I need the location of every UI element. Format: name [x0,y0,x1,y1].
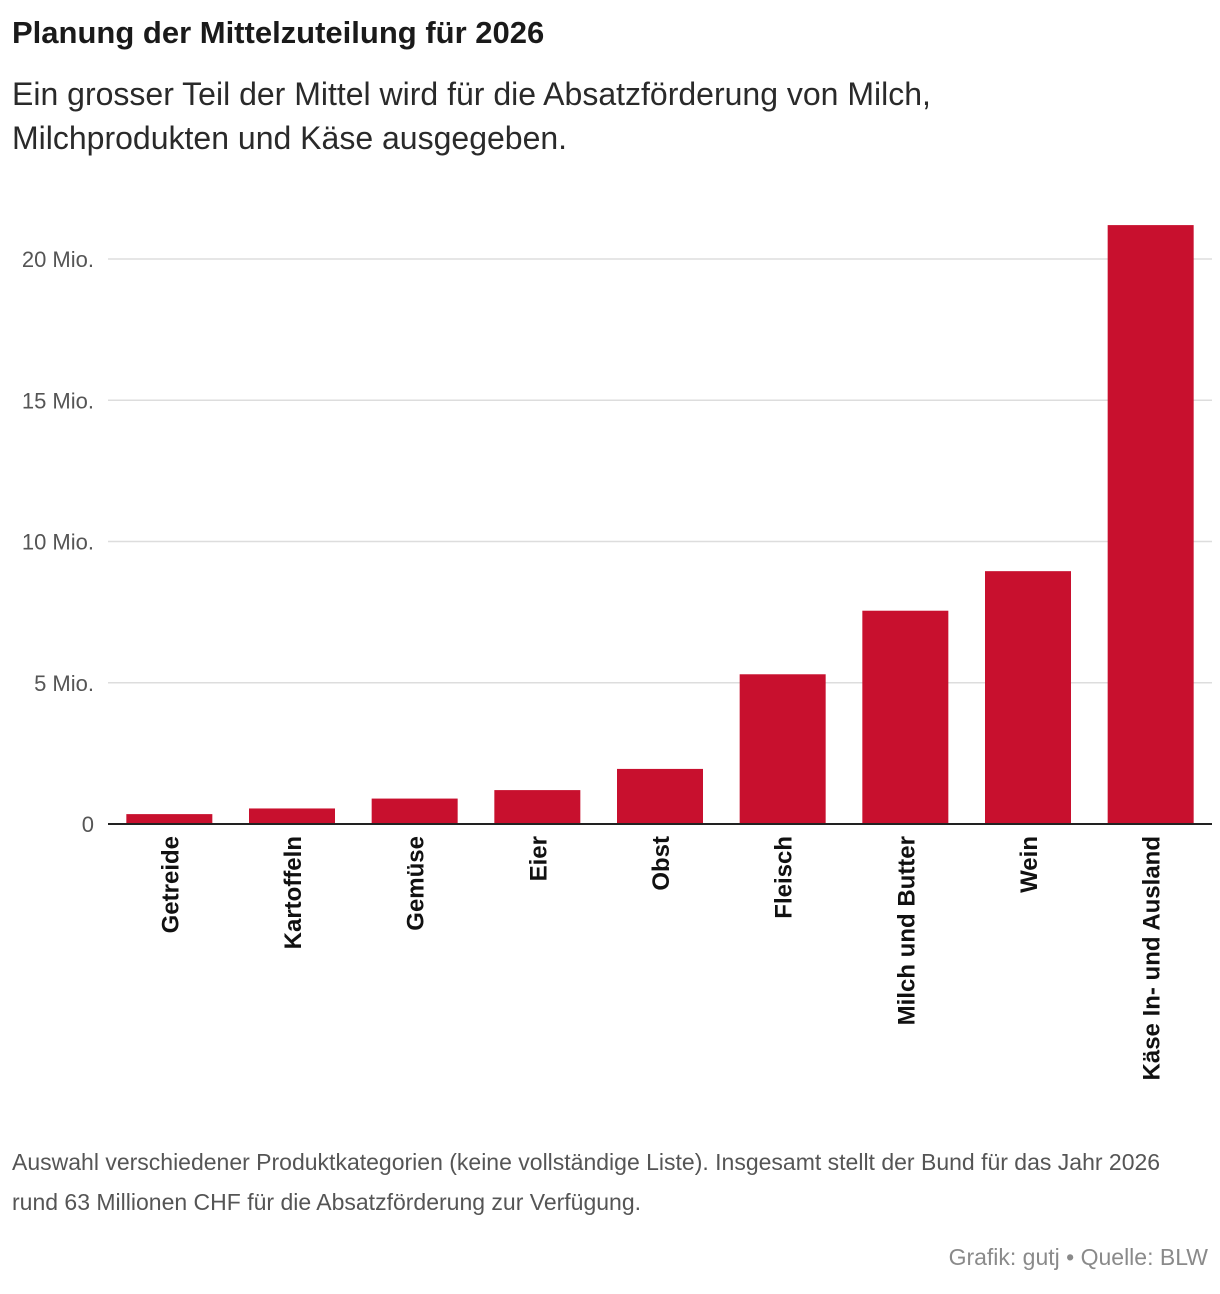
bar [617,768,703,824]
x-category-label: Obst [648,836,675,891]
chart-subtitle: Ein grosser Teil der Mittel wird für die… [12,76,931,156]
chart-title: Planung der Mittelzuteilung für 2026 [12,15,545,50]
x-category-label: Milch und Butter [893,836,920,1025]
x-category-label: Getreide [157,836,184,933]
y-tick-label: 0 [82,812,94,837]
x-category-label: Käse In- und Ausland [1139,836,1166,1080]
y-tick-label: 5 Mio. [34,671,94,696]
bar-layer [126,225,1194,825]
x-category-label: Kartoffeln [280,836,307,949]
bar [494,790,581,824]
x-category-label: Gemüse [403,836,430,931]
y-tick-label: 20 Mio. [22,247,94,272]
bar [739,674,826,824]
bar [126,814,213,824]
y-tick-label: 10 Mio. [22,530,94,555]
bar [862,610,949,824]
x-category-label: Eier [525,836,552,881]
bar-chart: 0 5 Mio. 10 Mio. 15 Mio. 20 Mio. Getreide Kart… [22,225,1212,1080]
footnote: Auswahl verschiedener Produktkategorien … [12,1149,1161,1215]
axis-layer: 0 5 Mio. 10 Mio. 15 Mio. 20 Mio. Getreide Kart… [22,247,1212,1080]
y-tick-label: 15 Mio. [22,388,94,413]
source-credit: Grafik: gutj • Quelle: BLW [948,1244,1208,1270]
x-category-label: Wein [1016,836,1043,893]
bar [371,798,458,824]
bar [249,808,335,824]
bar [1107,225,1194,825]
x-category-label: Fleisch [771,836,798,919]
bar [985,571,1071,824]
